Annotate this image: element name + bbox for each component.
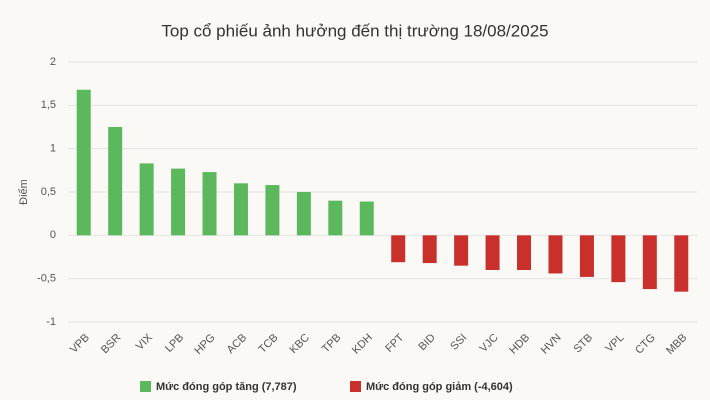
y-tick-label: 1,5 (41, 99, 56, 111)
bar (391, 235, 406, 263)
bar (202, 172, 217, 236)
bar (233, 183, 248, 236)
bar (454, 235, 469, 266)
y-tick-label: 0 (50, 229, 56, 241)
bar (328, 200, 343, 236)
bar (611, 235, 626, 283)
y-tick-label: 1 (50, 143, 56, 155)
y-tick-label: -0,5 (37, 273, 56, 285)
bar (642, 235, 657, 290)
bar (422, 235, 437, 264)
y-tick-label: 2 (50, 56, 56, 68)
bar (265, 185, 280, 236)
bar (674, 235, 689, 292)
legend: Mức đóng góp tăng (7,787) (156, 381, 297, 393)
y-tick-label: -1 (46, 316, 56, 328)
bar (359, 201, 374, 236)
legend: Mức đóng góp giảm (-4,604) (366, 381, 513, 393)
bar (296, 192, 311, 236)
bar (485, 235, 500, 270)
chart-title: Top cổ phiếu ảnh hưởng đến thị trường 18… (161, 21, 548, 40)
legend-swatch (350, 381, 361, 392)
legend-swatch (140, 381, 151, 392)
bar (139, 163, 154, 236)
bar (171, 168, 186, 236)
bar (579, 235, 594, 277)
y-axis-label: Điểm (18, 179, 30, 205)
bar (517, 235, 532, 270)
bar (548, 235, 563, 274)
bar (108, 127, 123, 236)
bar (76, 89, 91, 236)
y-tick-label: 0,5 (41, 186, 56, 198)
